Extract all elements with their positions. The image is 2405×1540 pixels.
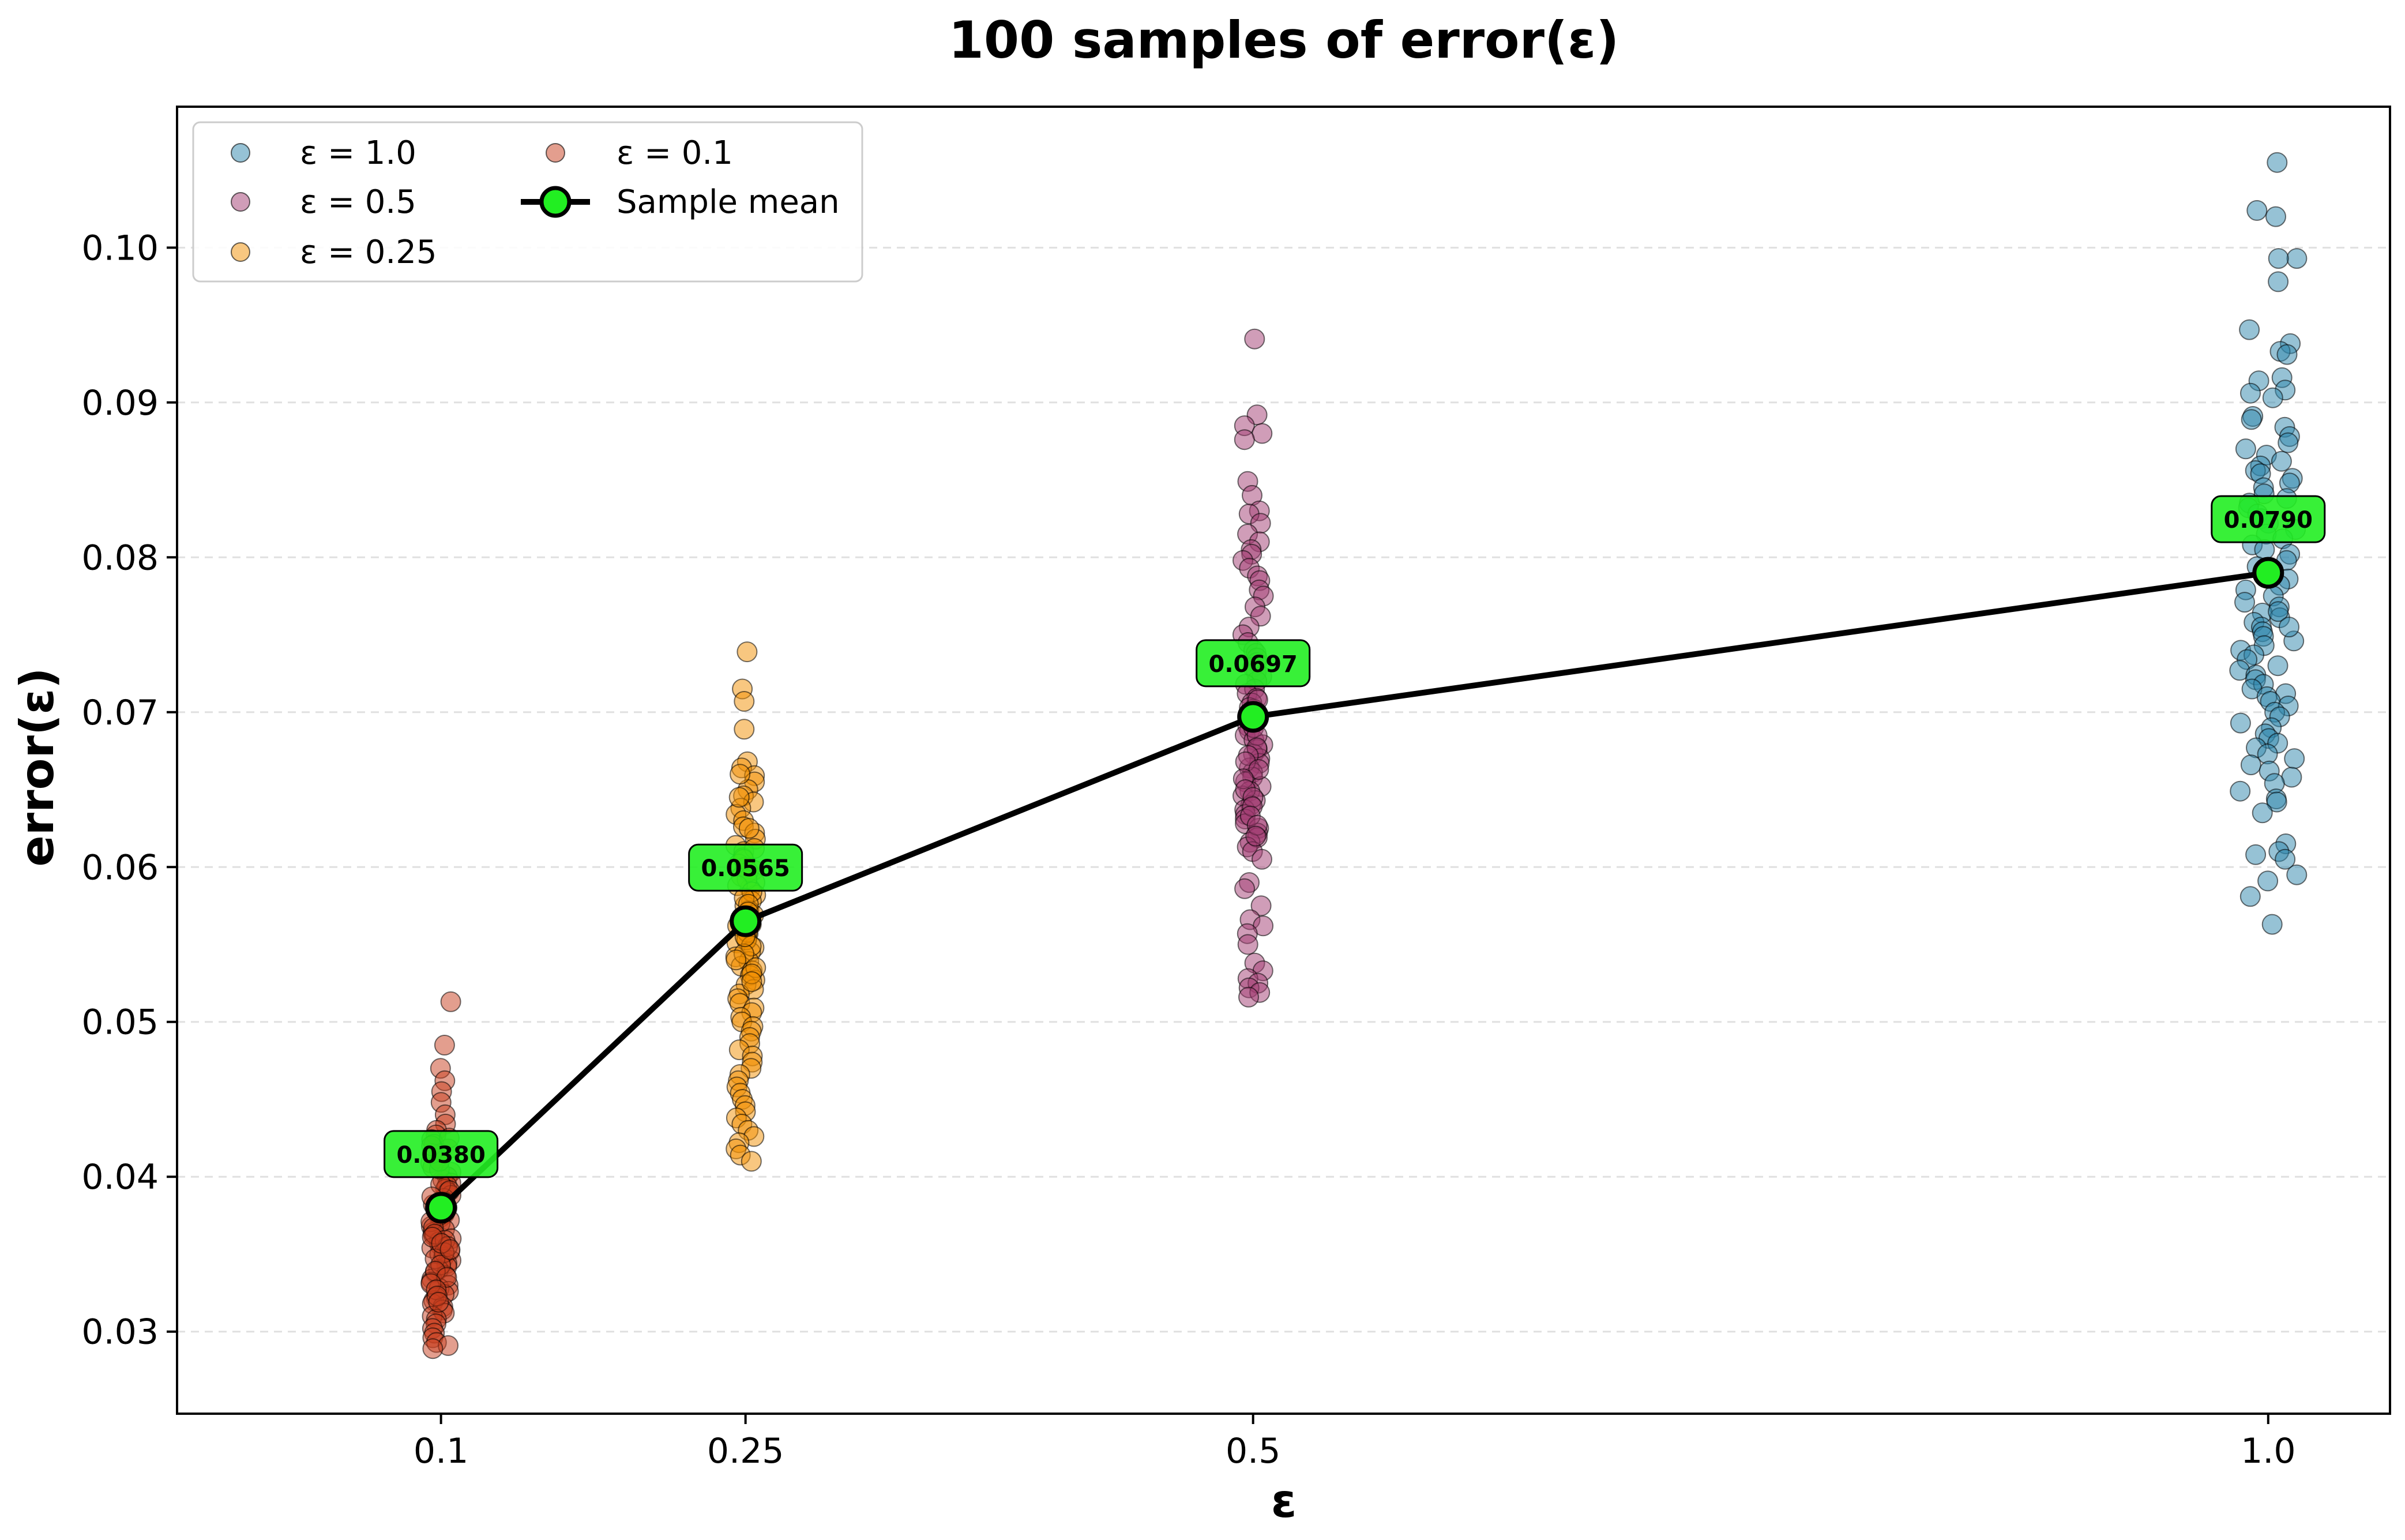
mean-label-box-0-0380	[384, 1130, 499, 1178]
mean-marker-0-0380	[425, 1192, 457, 1224]
legend: ε = 1.0 ε = 0.5 ε = 0.25 ε = 0.1 Sample …	[192, 121, 863, 283]
scatter-point-0-25-94	[730, 764, 751, 785]
x-axis-ticks: 0.1 0.25 0.5 1.0	[414, 1414, 2296, 1471]
scatter-point-0-5-92	[1248, 759, 1269, 780]
mean-label-0-0380: 0.0380	[396, 1142, 485, 1169]
plot-area-border	[176, 106, 2391, 1415]
scatter-point-0-5-73	[1250, 895, 1272, 917]
mean-label-0-0790: 0.0790	[2224, 507, 2313, 534]
scatter-point-0-1-1	[434, 1035, 455, 1056]
scatter-point-1-0-19	[2278, 432, 2299, 453]
scatter-point-0-5-99	[1245, 825, 1267, 847]
scatter-point-1-0-62	[2267, 655, 2288, 677]
legend-marker-eps-0-1	[546, 143, 565, 163]
scatter-point-0-25-2	[734, 691, 755, 712]
chart-title: 100 samples of error(ε)	[949, 10, 1619, 70]
y-tick-label-0-08: 0.08	[81, 538, 159, 578]
scatter-point-1-0-98	[2268, 601, 2289, 622]
scatter-point-1-0-99	[2279, 617, 2299, 638]
scatter-point-0-5-4	[1234, 429, 1255, 450]
scatter-point-1-0-3	[2286, 248, 2308, 269]
scatter-point-1-0-92	[2245, 844, 2267, 865]
scatter-point-1-0-22	[2271, 450, 2292, 472]
mean-label-0-0565: 0.0565	[701, 855, 790, 882]
scatter-point-0-1-71	[422, 1338, 444, 1359]
scatter-point-1-0-2	[2265, 206, 2286, 227]
mean-label-0-0697: 0.0697	[1209, 651, 1298, 678]
mean-marker-0-0790	[2252, 557, 2284, 589]
y-tick-label-0-09: 0.09	[81, 383, 159, 423]
scatter-point-1-0-16	[2241, 409, 2262, 430]
y-tick-label-0-05: 0.05	[81, 1002, 159, 1043]
scatter-point-0-25-0	[736, 641, 758, 663]
scatter-point-1-0-94	[2286, 864, 2308, 885]
scatter-point-0-1-0	[440, 991, 461, 1012]
scatter-point-1-0-4	[2268, 248, 2289, 269]
mean-label-box-0-0790	[2211, 495, 2326, 543]
legend-marker-sample-mean	[539, 186, 572, 218]
scatter-point-1-0-0	[2267, 152, 2288, 173]
scatter-point-1-0-93	[2275, 848, 2296, 870]
legend-label-sample-mean: Sample mean	[617, 183, 840, 221]
scatter-point-1-0-1	[2246, 200, 2268, 221]
grid-lines	[177, 246, 2390, 1333]
scatter-point-0-25-93	[741, 971, 762, 992]
scatter-point-0-25-90	[726, 949, 747, 971]
legend-marker-eps-0-25	[231, 242, 250, 262]
scatter-point-1-0-81	[2284, 748, 2305, 769]
scatter-point-1-0-97	[2261, 914, 2283, 935]
scatter-point-1-0-86	[2230, 780, 2251, 802]
scatter-point-1-0-95	[2257, 870, 2279, 892]
scatter-point-0-5-3	[1252, 423, 1273, 444]
mean-marker-0-0565	[730, 905, 762, 937]
scatter-point-0-5-0	[1244, 328, 1265, 350]
scatter-point-1-0-14	[2262, 387, 2283, 408]
scatter-point-0-5-84	[1238, 986, 1259, 1008]
scatter-point-1-0-89	[2252, 802, 2273, 824]
y-axis-ticks: 0.03 0.04 0.05 0.06 0.07 0.08 0.09 0.10	[81, 228, 177, 1353]
mean-label-box-0-0565	[688, 843, 803, 892]
x-axis-label: ε	[1271, 1474, 1297, 1528]
legend-label-eps-0-5: ε = 0.5	[300, 183, 416, 221]
scatter-point-1-0-5	[2268, 271, 2289, 292]
scatter-point-0-1-91	[428, 1291, 449, 1313]
legend-label-eps-1: ε = 1.0	[300, 134, 416, 172]
y-tick-label-0-03: 0.03	[81, 1312, 159, 1353]
scatter-point-1-0-74	[2230, 712, 2251, 734]
y-tick-label-0-04: 0.04	[81, 1157, 159, 1197]
legend-label-eps-0-25: ε = 0.25	[300, 234, 437, 271]
scatter-point-1-0-13	[2240, 382, 2261, 404]
scatter-point-0-25-96	[738, 818, 760, 839]
legend-marker-eps-0-5	[231, 192, 250, 212]
scatter-point-0-5-72	[1234, 878, 1256, 899]
x-tick-label-0-1: 0.1	[414, 1431, 468, 1471]
y-tick-label-0-06: 0.06	[81, 847, 159, 888]
scatter-point-1-0-9	[2276, 344, 2298, 365]
scatter-point-1-0-82	[2240, 754, 2261, 776]
scatter-point-0-25-95	[728, 787, 750, 808]
legend-label-eps-0-1: ε = 0.1	[617, 134, 733, 172]
scatter-point-0-25-75	[741, 1151, 762, 1172]
scatter-point-0-1-99	[439, 1239, 461, 1260]
mean-line	[439, 570, 2269, 1210]
mean-marker-0-0697	[1237, 701, 1269, 733]
scatter-point-1-0-49	[2234, 592, 2255, 613]
mean-label-box-0-0697	[1196, 639, 1311, 688]
y-tick-label-0-07: 0.07	[81, 693, 159, 733]
scatter-point-1-0-96	[2239, 886, 2261, 907]
scatter-point-1-0-20	[2235, 438, 2256, 460]
x-tick-label-1-0: 1.0	[2241, 1431, 2295, 1471]
scatter-point-0-5-77	[1237, 934, 1258, 955]
y-tick-label-0-10: 0.10	[81, 228, 159, 268]
mean-series: 0.0380 0.0565 0.0697 0.0790	[384, 495, 2326, 1224]
x-tick-label-0-25: 0.25	[707, 1431, 784, 1471]
x-tick-label-0-5: 0.5	[1226, 1431, 1280, 1471]
scatter-point-0-25-3	[734, 719, 755, 740]
scatter-point-1-0-6	[2239, 319, 2260, 340]
y-axis-label: error(ε)	[10, 667, 64, 866]
scatter-point-1-0-88	[2266, 791, 2287, 813]
legend-marker-eps-1	[231, 143, 250, 163]
scatter-point-0-5-70	[1252, 848, 1272, 870]
